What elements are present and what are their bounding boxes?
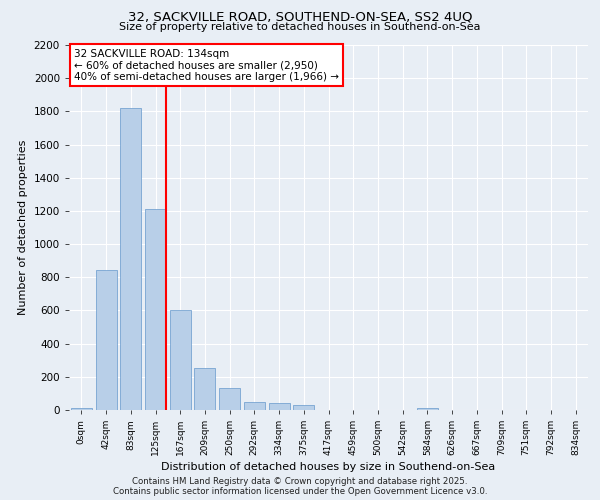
Bar	[219, 388, 240, 410]
Bar	[244, 402, 265, 410]
Bar	[95, 270, 116, 410]
Bar	[293, 406, 314, 410]
Bar	[417, 408, 438, 410]
Bar	[71, 408, 92, 410]
Text: Size of property relative to detached houses in Southend-on-Sea: Size of property relative to detached ho…	[119, 22, 481, 32]
Bar	[145, 209, 166, 410]
Bar	[269, 402, 290, 410]
X-axis label: Distribution of detached houses by size in Southend-on-Sea: Distribution of detached houses by size …	[161, 462, 496, 472]
Bar	[194, 368, 215, 410]
Text: 32 SACKVILLE ROAD: 134sqm
← 60% of detached houses are smaller (2,950)
40% of se: 32 SACKVILLE ROAD: 134sqm ← 60% of detac…	[74, 48, 339, 82]
Text: Contains HM Land Registry data © Crown copyright and database right 2025.
Contai: Contains HM Land Registry data © Crown c…	[113, 476, 487, 496]
Y-axis label: Number of detached properties: Number of detached properties	[18, 140, 28, 315]
Bar	[120, 108, 141, 410]
Text: 32, SACKVILLE ROAD, SOUTHEND-ON-SEA, SS2 4UQ: 32, SACKVILLE ROAD, SOUTHEND-ON-SEA, SS2…	[128, 11, 472, 24]
Bar	[170, 310, 191, 410]
